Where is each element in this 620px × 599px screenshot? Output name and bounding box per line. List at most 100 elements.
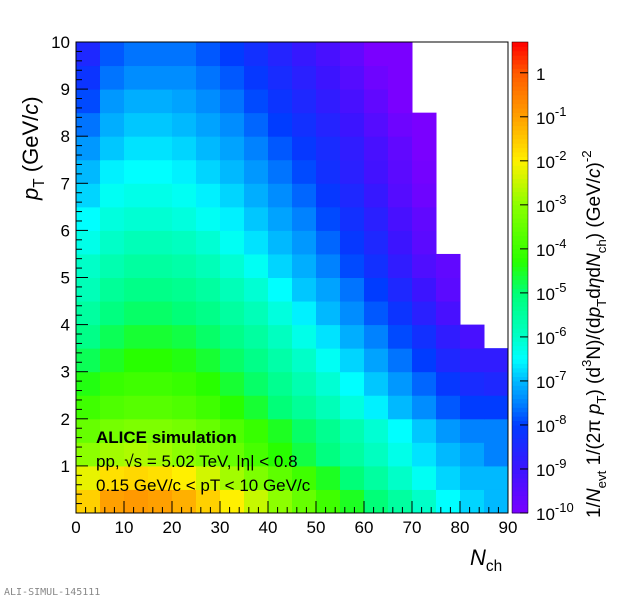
heatmap-cell <box>316 42 341 67</box>
heatmap-cell <box>340 395 365 420</box>
x-tick-label: 10 <box>115 518 134 537</box>
colorbar-segment <box>512 499 528 505</box>
heatmap-cell <box>412 136 437 161</box>
colorbar-segment <box>512 319 528 325</box>
colorbar-segment <box>512 354 528 360</box>
heatmap-cell <box>364 465 389 490</box>
heatmap-cell <box>172 253 197 278</box>
x-tick-label: 60 <box>355 518 374 537</box>
heatmap-cell <box>388 159 413 184</box>
x-tick-label: 70 <box>403 518 422 537</box>
heatmap-cell <box>172 89 197 114</box>
heatmap-cell <box>124 277 149 302</box>
heatmap-cell <box>100 442 125 467</box>
heatmap-cell <box>172 395 197 420</box>
heatmap-cell <box>412 489 437 514</box>
heatmap-cell <box>100 395 125 420</box>
heatmap-cell <box>316 136 341 161</box>
heatmap-cell <box>388 253 413 278</box>
heatmap-cell <box>100 159 125 184</box>
heatmap-cell <box>388 42 413 67</box>
colorbar-segment <box>512 196 528 201</box>
heatmap-cell <box>148 89 173 114</box>
heatmap-cell <box>124 183 149 208</box>
heatmap-cell <box>412 348 437 373</box>
colorbar-segment <box>512 460 528 466</box>
heatmap-cell <box>148 277 173 302</box>
colorbar-segment <box>512 46 528 52</box>
heatmap-cell <box>316 112 341 137</box>
heatmap-cell <box>100 489 125 514</box>
heatmap-cell <box>292 418 317 443</box>
heatmap-cell <box>292 253 317 278</box>
heatmap-cell <box>268 371 293 396</box>
heatmap-cell <box>364 159 389 184</box>
heatmap-cell <box>172 112 197 137</box>
heatmap-cell <box>340 277 365 302</box>
heatmap-cell <box>268 183 293 208</box>
heatmap-cell <box>196 442 221 467</box>
heatmap-cell <box>76 442 101 467</box>
heatmap-cell <box>292 277 317 302</box>
colorbar-segment <box>512 297 528 303</box>
heatmap-cell <box>412 442 437 467</box>
heatmap-cell <box>292 159 317 184</box>
colorbar-segment <box>512 240 528 245</box>
heatmap-cell <box>124 206 149 231</box>
heatmap-cell <box>76 136 101 161</box>
colorbar-segment <box>512 508 528 514</box>
colorbar-segment <box>512 130 528 135</box>
heatmap-cell <box>340 489 365 514</box>
colorbar-segment <box>512 50 528 56</box>
heatmap-cell <box>76 159 101 184</box>
heatmap-cell <box>124 42 149 67</box>
heatmap-cell <box>316 442 341 467</box>
heatmap-cell <box>124 136 149 161</box>
heatmap-cell <box>268 395 293 420</box>
heatmap-cell <box>436 371 461 396</box>
colorbar-segment <box>512 107 528 113</box>
heatmap-cell <box>172 348 197 373</box>
colorbar-segment <box>512 125 528 131</box>
heatmap-cell <box>412 206 437 231</box>
colorbar-segment <box>512 94 528 100</box>
colorbar-segment <box>512 332 528 338</box>
y-tick-label: 8 <box>61 127 70 146</box>
heatmap-cell <box>124 348 149 373</box>
heatmap-cell <box>124 159 149 184</box>
colorbar-segment <box>512 77 528 83</box>
heatmap-cell <box>412 324 437 349</box>
heatmap-cell <box>268 65 293 90</box>
heatmap-cell <box>148 395 173 420</box>
colorbar-segment <box>512 328 528 334</box>
heatmap-cell <box>436 348 461 373</box>
heatmap-cell <box>436 277 461 302</box>
y-tick-label: 5 <box>61 269 70 288</box>
y-tick-label: 2 <box>61 410 70 429</box>
footer-id: ALI-SIMUL-145111 <box>4 587 100 598</box>
heatmap-cell <box>388 395 413 420</box>
heatmap-cell <box>244 136 269 161</box>
heatmap-cell <box>340 230 365 255</box>
heatmap-cell <box>76 465 101 490</box>
colorbar-segment <box>512 257 528 263</box>
heatmap-cell <box>316 206 341 231</box>
heatmap-cell <box>148 183 173 208</box>
heatmap-cell <box>196 89 221 114</box>
colorbar-segment <box>512 160 528 166</box>
heatmap-cell <box>172 65 197 90</box>
heatmap-cell <box>76 65 101 90</box>
heatmap-cell <box>244 465 269 490</box>
heatmap-cell <box>220 324 245 349</box>
colorbar-segment <box>512 323 528 329</box>
colorbar-segment <box>512 169 528 175</box>
heatmap-cell <box>76 183 101 208</box>
heatmap-cell <box>148 465 173 490</box>
y-tick-label: 10 <box>51 33 70 52</box>
heatmap-cell <box>316 89 341 114</box>
colorbar-segment <box>512 204 528 210</box>
heatmap-cell <box>244 489 269 514</box>
heatmap-cell <box>364 65 389 90</box>
heatmap-cell <box>76 418 101 443</box>
